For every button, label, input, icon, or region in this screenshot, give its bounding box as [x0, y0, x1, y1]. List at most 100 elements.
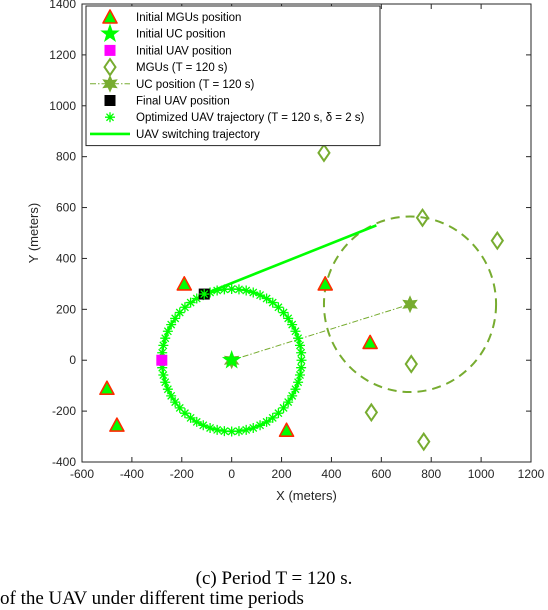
legend-item: UAV switching trajectory — [90, 129, 260, 141]
uav-trajectory-point — [170, 397, 181, 408]
uav-trajectory-point — [162, 384, 173, 395]
mgu-t120-point — [364, 402, 379, 423]
mgu-t120-point — [317, 143, 331, 163]
uav-trajectory-point — [296, 347, 307, 358]
uav-trajectory-point — [278, 402, 289, 413]
y-tick-label: 1200 — [49, 48, 76, 62]
legend-label: Initial UC position — [136, 29, 225, 41]
legend-item: UC position (T = 120 s) — [90, 74, 255, 93]
uav-trajectory-point — [294, 340, 305, 351]
x-tick-label: -600 — [70, 467, 94, 481]
uav-trajectory-point — [290, 384, 301, 395]
legend-triangle-icon — [102, 9, 118, 24]
x-tick-label: 0 — [228, 467, 235, 481]
initial-mgu-point — [99, 380, 115, 396]
legend-hexagram-icon — [102, 74, 118, 93]
y-tick-label: -200 — [52, 404, 76, 418]
uav-trajectory-point — [255, 420, 266, 431]
uav-trajectory-point — [283, 397, 294, 408]
uav-trajectory-point — [233, 426, 244, 437]
mgu-t120-point — [415, 207, 430, 228]
uav-trajectory-point — [248, 287, 259, 298]
uav-switching-trajectory-line — [203, 224, 377, 296]
figure-caption: (c) Period T = 120 s. — [195, 568, 353, 589]
uav-trajectory-point — [293, 377, 304, 388]
x-tick-label: 200 — [272, 467, 292, 481]
uav-trajectory-point — [267, 412, 278, 423]
uav-trajectory-point — [198, 420, 209, 431]
uav-trajectory-point — [212, 424, 223, 435]
uav-trajectory-point — [273, 408, 284, 419]
legend-label: Initial UAV position — [136, 45, 232, 57]
y-tick-label: 200 — [56, 302, 76, 316]
uav-trajectory-point — [273, 302, 284, 313]
uav-trajectory-point — [261, 293, 272, 304]
x-tick-label: 800 — [421, 467, 441, 481]
uc-path-line — [231, 303, 411, 361]
uav-trajectory-point — [166, 390, 177, 401]
uav-trajectory-point — [248, 422, 259, 433]
uav-trajectory-point — [255, 290, 266, 301]
x-tick-label: 1000 — [468, 467, 495, 481]
legend-item: Final UAV position — [104, 95, 230, 108]
legend-label: MGUs (T = 120 s) — [136, 62, 228, 74]
plot-frame — [81, 3, 532, 463]
uav-trajectory-point — [170, 313, 181, 324]
uav-trajectory-point — [287, 319, 298, 330]
y-tick-label: 400 — [56, 251, 76, 265]
uav-trajectory-point — [179, 408, 190, 419]
uav-trajectory-point — [160, 377, 171, 388]
x-tick-label: -200 — [170, 467, 194, 481]
uav-trajectory-point — [212, 285, 223, 296]
uav-trajectory-point — [205, 287, 216, 298]
uav-trajectory-point — [241, 424, 252, 435]
mgu-t120-point — [404, 354, 418, 374]
uav-trajectory-point — [287, 390, 298, 401]
initial-mgu-point — [362, 334, 378, 350]
uav-trajectory-point — [296, 355, 307, 366]
uav-trajectory-point — [191, 416, 202, 427]
uav-trajectory-point — [241, 285, 252, 296]
x-tick-label: 400 — [321, 467, 341, 481]
uc-position-point — [402, 295, 418, 314]
mgu-t120-point — [490, 230, 505, 251]
legend-label: Initial MGUs position — [136, 12, 241, 24]
uav-trajectory-point — [157, 362, 168, 373]
x-tick-label: 600 — [371, 467, 391, 481]
initial-mgu-point — [176, 276, 193, 291]
legend-star-icon — [100, 23, 120, 42]
x-axis-title: X (meters) — [276, 488, 337, 503]
legend-box — [85, 5, 381, 147]
uc-coverage-circle — [322, 215, 498, 394]
uav-trajectory-point — [267, 297, 278, 308]
y-tick-label: 1000 — [49, 99, 76, 113]
y-tick-label: 600 — [56, 201, 76, 215]
uav-trajectory-point — [294, 370, 305, 381]
uav-trajectory-point — [293, 333, 304, 344]
legend-label: Optimized UAV trajectory (T = 120 s, δ =… — [136, 112, 365, 124]
uav-trajectory-point — [261, 416, 272, 427]
plot-data-layer — [99, 143, 505, 452]
uav-trajectory-point — [160, 333, 171, 344]
legend-label: UC position (T = 120 s) — [136, 79, 255, 91]
uav-trajectory-point — [185, 297, 196, 308]
uav-trajectory-point — [158, 340, 169, 351]
uav-trajectory-point — [226, 426, 237, 437]
legend-item: Initial UC position — [100, 23, 225, 42]
uav-trajectory-point — [185, 412, 196, 423]
uav-trajectory-point — [278, 307, 289, 318]
uav-trajectory-point — [290, 326, 301, 337]
x-tick-label: 1200 — [518, 467, 545, 481]
initial-uav-point — [156, 354, 168, 366]
initial-uc-point — [221, 350, 242, 369]
uav-trajectory-point — [296, 362, 307, 373]
legend-asterisk-icon — [105, 112, 115, 123]
initial-mgu-point — [317, 276, 334, 291]
uav-trajectory-point — [179, 302, 190, 313]
initial-mgu-point — [278, 422, 295, 437]
uav-trajectory-point — [283, 313, 294, 324]
y-tick-label: 800 — [56, 150, 76, 164]
axes-layer: -600 -400 -200 0 200 400 600 800 1000 1200-400-20… — [26, 0, 545, 503]
initial-mgu-point — [109, 417, 125, 432]
